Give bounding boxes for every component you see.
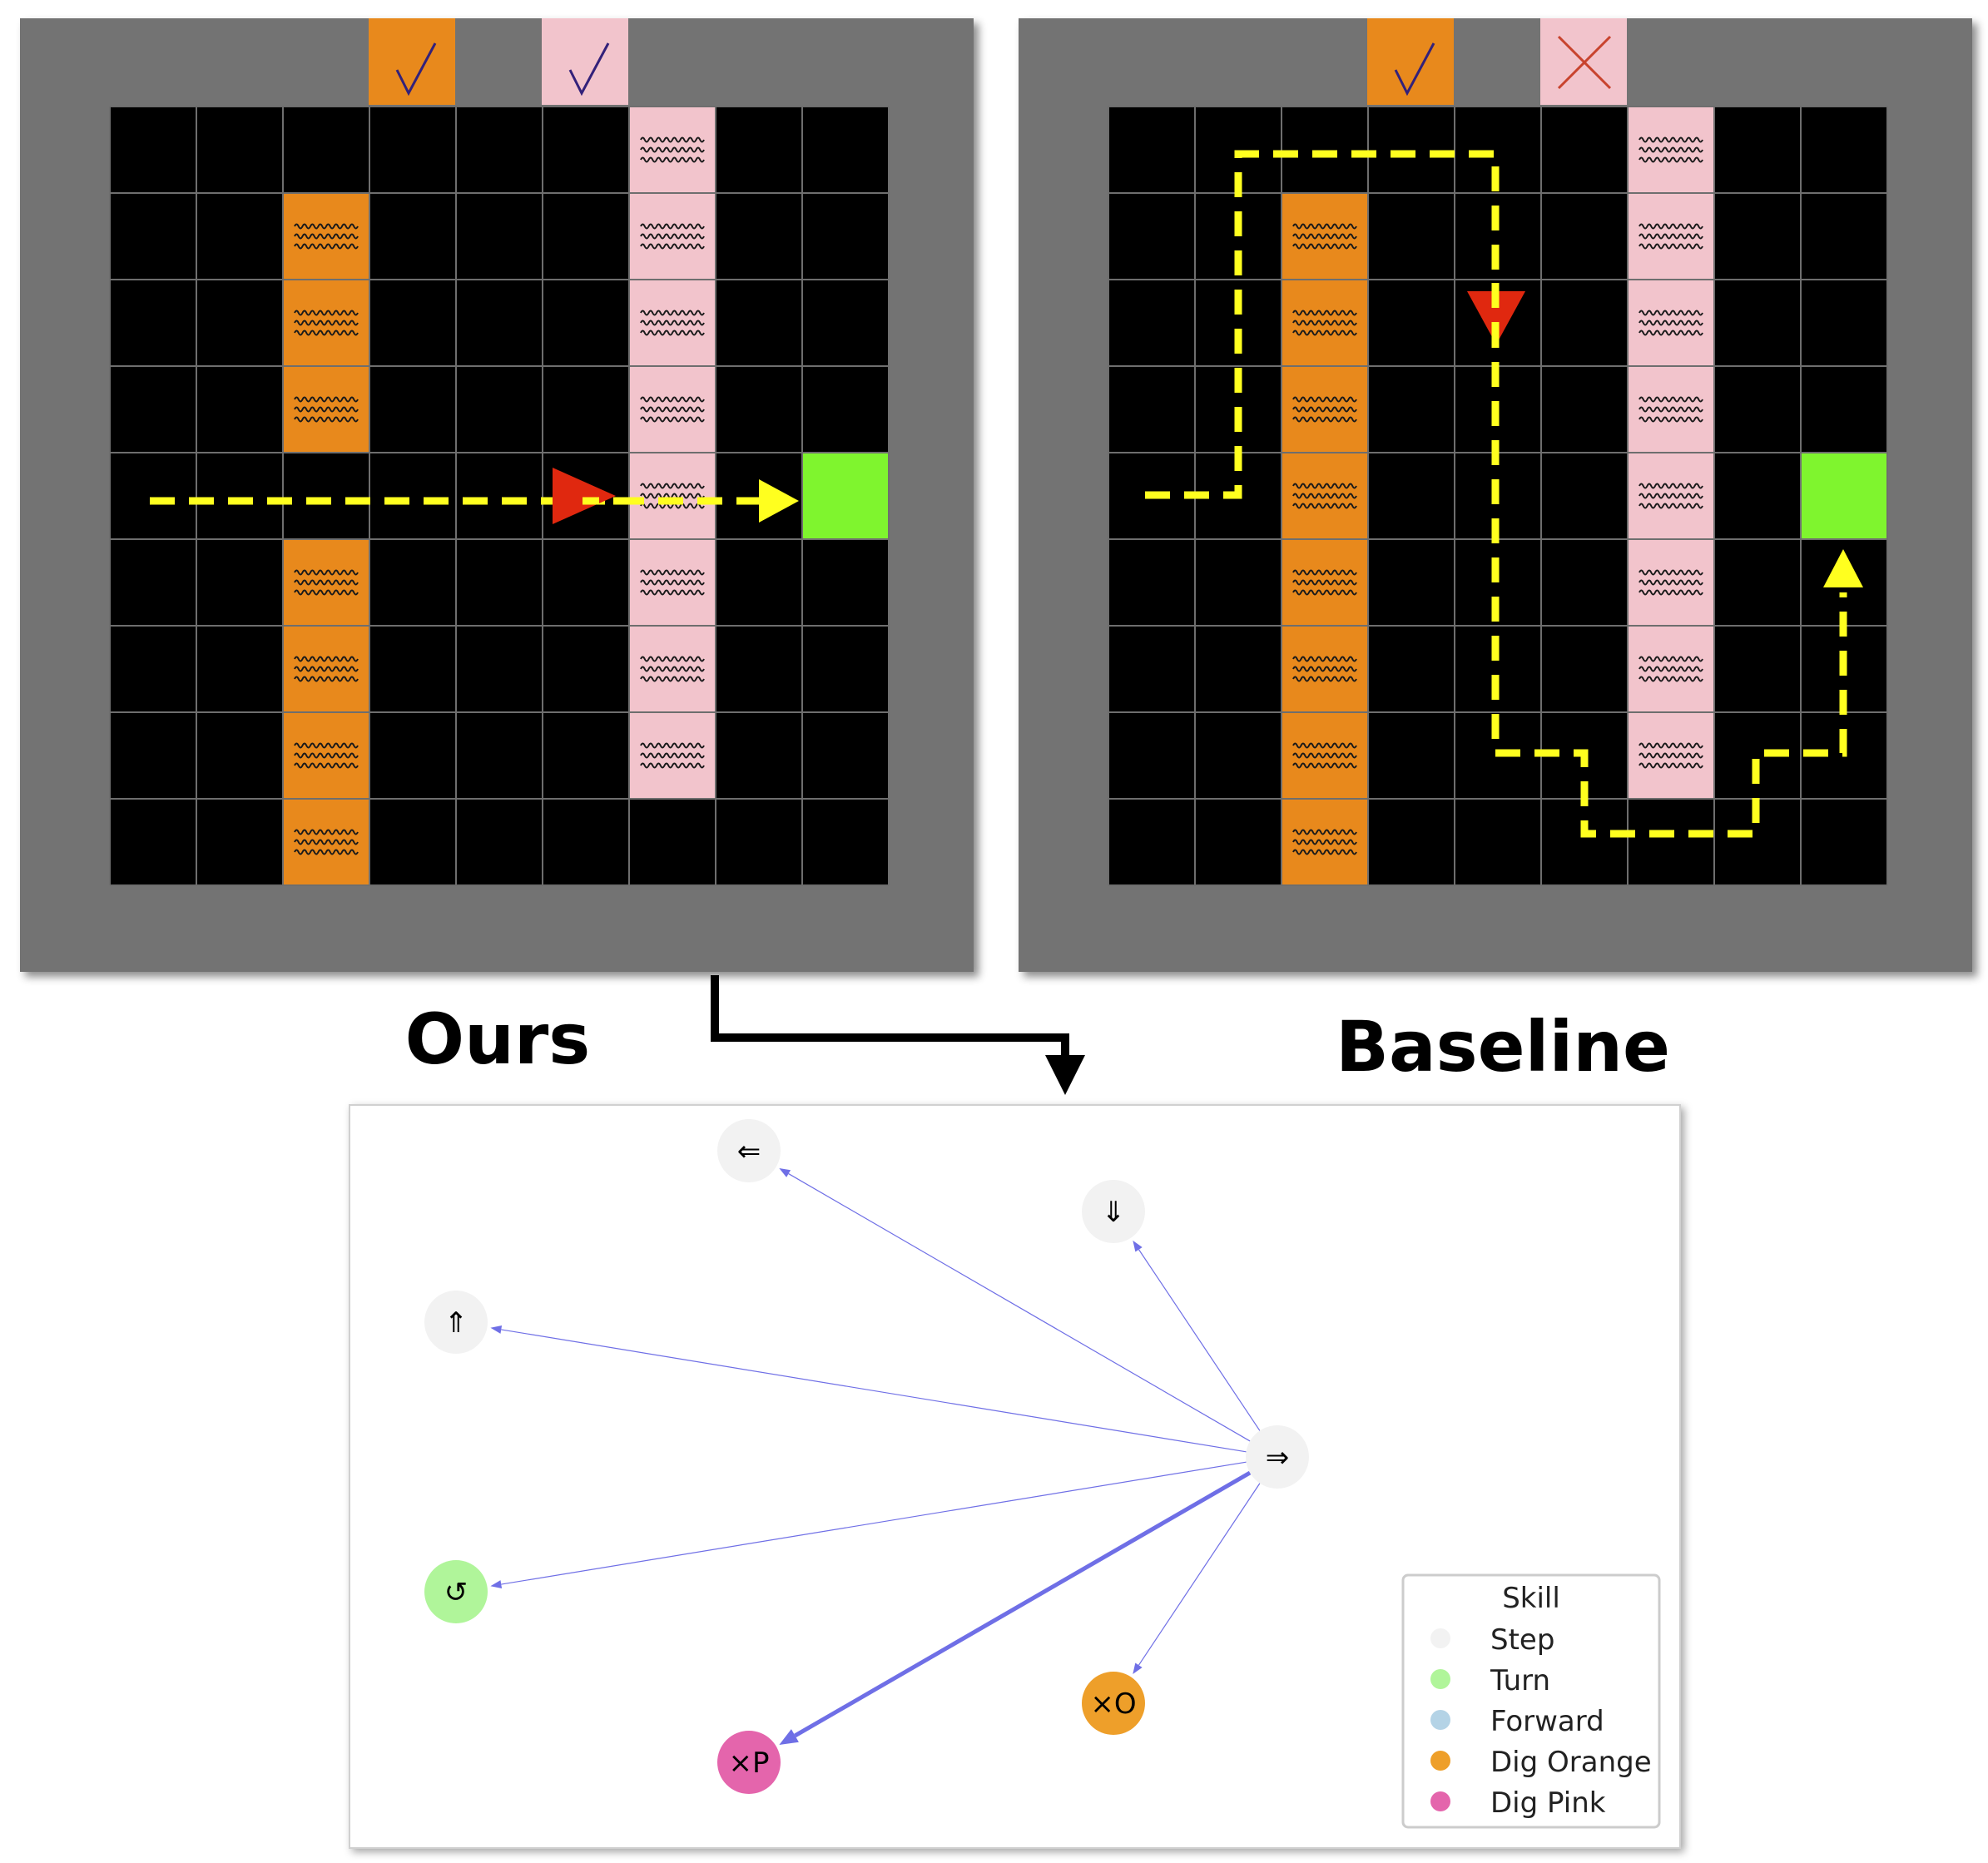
ours-floor [110,107,888,884]
lava-wave-icon [640,569,705,596]
orange-indicator [369,18,455,105]
node-left: ⇐ [717,1119,781,1182]
legend-item-forward: Forward [1430,1705,1604,1738]
baseline-trajectory [1145,150,1847,838]
legend-swatch [1430,1628,1450,1648]
lava-wave-icon [1638,310,1703,336]
node-label: ×P [729,1747,770,1780]
node-label: ×O [1090,1687,1136,1721]
legend-item-step: Step [1430,1623,1554,1657]
legend-item-dig-pink: Dig Pink [1430,1786,1606,1820]
legend-box [1401,1573,1661,1829]
trajectory-arrowhead [759,479,799,523]
lava-wave-icon [1638,483,1703,509]
ours-grid-panel [20,18,974,972]
lava-wave-icon [640,483,705,509]
baseline-label: Baseline [1336,1006,1670,1088]
lava-wave-icon [1638,396,1703,423]
ours-grid-lines [109,106,890,886]
node-label: ⇒ [1266,1441,1290,1474]
legend-label: Step [1490,1623,1554,1657]
check-icon [568,42,610,97]
lava-wave-icon [294,829,359,855]
lava-wave-icon [1292,483,1357,509]
lava-wave-icon [640,310,705,336]
pink-indicator [542,18,628,105]
ours-label: Ours [405,998,591,1080]
legend-swatch [1430,1710,1450,1730]
legend-label: Dig Orange [1490,1746,1652,1779]
lava-wave-icon [294,569,359,596]
legend-swatch [1430,1669,1450,1689]
node-turn: ↺ [424,1560,488,1623]
legend-label: Dig Pink [1490,1786,1606,1820]
node-dig-orange: ×O [1082,1672,1145,1735]
lava-wave-icon [294,396,359,423]
node-dig-pink: ×P [717,1731,781,1794]
legend-swatch [1430,1751,1450,1771]
lava-wave-icon [640,396,705,423]
legend-item-dig-orange: Dig Orange [1430,1746,1652,1779]
check-icon [395,42,437,97]
legend-title: Skill [1502,1582,1560,1615]
lava-wave-icon [1638,656,1703,682]
edge-right-to-turn [490,1461,1247,1589]
skill-legend: Skill Step Turn Forward Dig Orange Dig Pink [1401,1573,1661,1829]
lava-wave-icon [1292,569,1357,596]
node-label: ⇐ [737,1135,761,1168]
edge-right-to-dig_pink [779,1470,1252,1745]
legend-item-turn: Turn [1430,1664,1550,1697]
lava-wave-icon [640,742,705,769]
node-right: ⇒ [1246,1425,1309,1489]
node-label: ⇑ [444,1306,468,1340]
lava-wave-icon [1292,829,1357,855]
edge-right-to-up [490,1325,1247,1453]
lava-wave-icon [640,136,705,163]
agent-icon [1467,291,1525,344]
goal-cell [802,453,889,539]
trajectory-arrowhead [1823,549,1863,587]
goal-cell [1801,453,1887,539]
lava-wave-icon [1638,223,1703,250]
lava-wave-icon [1292,310,1357,336]
lava-wave-icon [640,656,705,682]
lava-wave-icon [294,656,359,682]
orange-indicator [1367,18,1454,105]
lava-wave-icon [640,223,705,250]
node-up: ⇑ [424,1291,488,1354]
connector-arrow [711,975,1085,1095]
lava-wave-icon [1638,569,1703,596]
lava-wave-icon [1292,742,1357,769]
lava-wave-icon [1638,136,1703,163]
legend-label: Turn [1490,1664,1550,1697]
edge-right-to-down [1133,1240,1261,1431]
cross-icon [1557,35,1612,90]
lava-wave-icon [1292,223,1357,250]
pink-indicator [1540,18,1627,105]
edge-right-to-dig_orange [1133,1483,1261,1675]
graph-nodes: ⇐ ⇓ ⇑ ⇒ ↺ ×O ×P [424,1119,1309,1794]
lava-wave-icon [294,223,359,250]
node-label: ↺ [444,1576,468,1609]
node-down: ⇓ [1082,1180,1145,1243]
baseline-grid-panel [1019,18,1972,972]
lava-wave-icon [1292,396,1357,423]
node-label: ⇓ [1102,1196,1126,1229]
lava-wave-icon [1292,656,1357,682]
graph-edges [490,1168,1261,1745]
agent-icon [553,468,616,524]
lava-wave-icon [294,742,359,769]
lava-wave-icon [1638,742,1703,769]
legend-label: Forward [1490,1705,1604,1738]
check-icon [1394,42,1435,97]
edge-right-to-left [779,1168,1251,1442]
legend-swatch [1430,1791,1450,1811]
lava-wave-icon [294,310,359,336]
skill-graph-panel: ⇐ ⇓ ⇑ ⇒ ↺ ×O ×P Skill Step Turn Forward Dig Orang… [349,1104,1681,1849]
